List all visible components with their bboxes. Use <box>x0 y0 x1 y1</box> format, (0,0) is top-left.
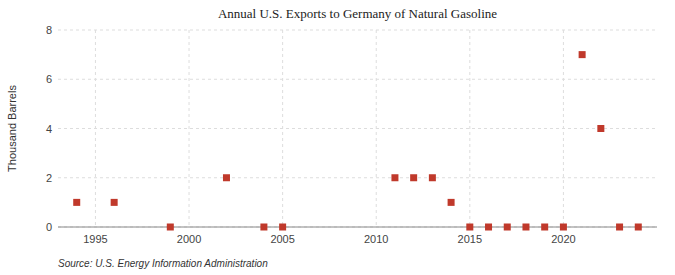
x-grid-line <box>189 30 190 227</box>
chart-svg: Annual U.S. Exports to Germany of Natura… <box>0 0 675 275</box>
points <box>73 51 642 230</box>
x-grid-line <box>376 30 377 227</box>
chart-container: Annual U.S. Exports to Germany of Natura… <box>0 0 675 275</box>
point <box>448 199 455 206</box>
y-grid-line <box>58 79 657 80</box>
x-tick-label: 2010 <box>364 233 388 245</box>
y-axis-label: Thousand Barrels <box>6 85 18 172</box>
point <box>541 224 548 231</box>
y-tick-label: 8 <box>46 24 52 36</box>
x-tick-label: 2020 <box>551 233 575 245</box>
point <box>429 174 436 181</box>
y-grid-line <box>58 227 657 228</box>
x-grid-line <box>563 30 564 227</box>
point <box>616 224 623 231</box>
point <box>485 224 492 231</box>
y-grid-line <box>58 30 657 31</box>
point <box>522 224 529 231</box>
source-note: Source: U.S. Energy Information Administ… <box>58 258 268 269</box>
point <box>597 125 604 132</box>
point <box>466 224 473 231</box>
x-grid-line <box>469 30 470 227</box>
x-grid-line <box>95 30 96 227</box>
y-grid-line <box>58 177 657 178</box>
point <box>260 224 267 231</box>
point <box>410 174 417 181</box>
point <box>111 199 118 206</box>
point <box>579 51 586 58</box>
point <box>167 224 174 231</box>
x-axis-line <box>58 227 657 228</box>
x-grid-line <box>282 30 283 227</box>
title: Annual U.S. Exports to Germany of Natura… <box>218 6 497 21</box>
x-tick-label: 2000 <box>177 233 201 245</box>
y-tick-label: 4 <box>46 123 52 135</box>
y-tick-label: 0 <box>46 221 52 233</box>
y-tick-label: 6 <box>46 73 52 85</box>
point <box>223 174 230 181</box>
point <box>73 199 80 206</box>
point <box>635 224 642 231</box>
grid <box>58 30 657 227</box>
point <box>279 224 286 231</box>
y-grid-line <box>58 128 657 129</box>
point <box>391 174 398 181</box>
y-tick-label: 2 <box>46 172 52 184</box>
point <box>560 224 567 231</box>
x-tick-label: 2005 <box>270 233 294 245</box>
x-tick-label: 2015 <box>458 233 482 245</box>
x-tick-label: 1995 <box>83 233 107 245</box>
point <box>504 224 511 231</box>
